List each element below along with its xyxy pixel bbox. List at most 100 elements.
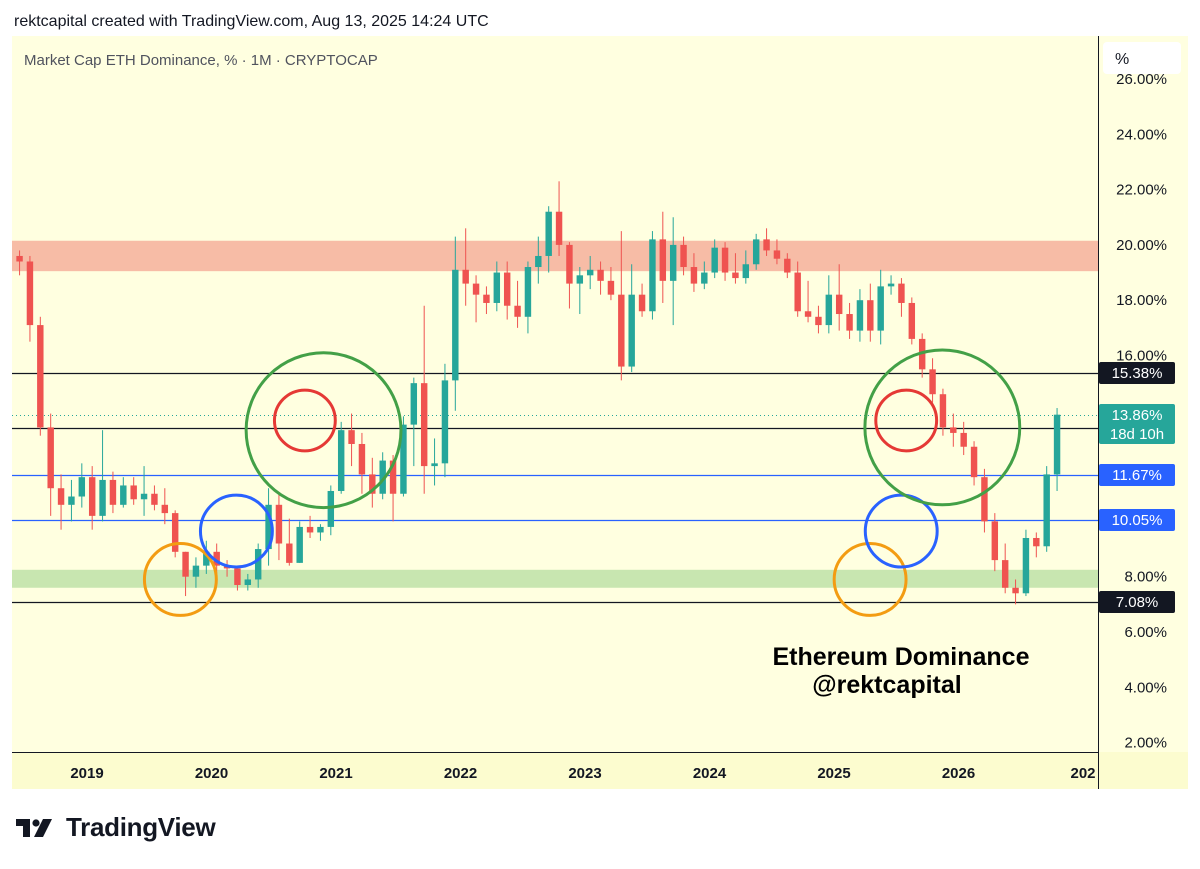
candle-down[interactable]: [784, 253, 791, 279]
candle-up[interactable]: [545, 206, 552, 273]
candle-down[interactable]: [607, 267, 615, 301]
candle-up[interactable]: [711, 239, 718, 279]
candle-down[interactable]: [462, 228, 469, 306]
candle-up[interactable]: [1022, 529, 1030, 597]
candle-up[interactable]: [296, 521, 303, 563]
candle-down[interactable]: [420, 305, 428, 494]
candle-down[interactable]: [369, 457, 376, 508]
candle-down[interactable]: [981, 468, 988, 533]
candle-down[interactable]: [773, 239, 781, 265]
candle-down[interactable]: [835, 264, 843, 331]
candle-up[interactable]: [78, 463, 86, 508]
candle-down[interactable]: [815, 305, 822, 334]
candle-down[interactable]: [991, 513, 999, 572]
candle-down[interactable]: [503, 261, 511, 320]
candle-up[interactable]: [628, 264, 635, 373]
candle-down[interactable]: [26, 255, 34, 342]
candle-up[interactable]: [68, 479, 75, 522]
candle-up[interactable]: [701, 261, 708, 290]
candle-down[interactable]: [109, 471, 117, 514]
candle-down[interactable]: [1033, 532, 1040, 558]
candle-down[interactable]: [130, 477, 137, 505]
candle-up[interactable]: [99, 430, 106, 522]
candle-up[interactable]: [410, 377, 418, 467]
candle-down[interactable]: [597, 261, 604, 295]
candle-up[interactable]: [203, 540, 210, 574]
unit-box[interactable]: [1103, 42, 1181, 74]
candle-down[interactable]: [472, 275, 480, 323]
candle-down[interactable]: [47, 413, 54, 516]
candle-down[interactable]: [348, 413, 355, 467]
candle-down[interactable]: [514, 280, 521, 328]
candle-up[interactable]: [493, 261, 501, 312]
candle-up[interactable]: [856, 289, 864, 342]
candle-down[interactable]: [88, 466, 96, 530]
candle-down[interactable]: [286, 518, 293, 566]
candle-down[interactable]: [213, 543, 220, 574]
candle-up[interactable]: [1043, 466, 1050, 552]
price-chart[interactable]: 2.00% 4.00% 6.00% 8.00% 16.00% 18.00% 20.00% 22…: [0, 0, 1200, 800]
candle-up[interactable]: [327, 485, 335, 536]
candle-down[interactable]: [721, 242, 729, 281]
candle-down[interactable]: [275, 493, 283, 561]
candle-up[interactable]: [452, 236, 459, 411]
candle-down[interactable]: [161, 488, 169, 525]
candle-down[interactable]: [57, 474, 65, 530]
candle-down[interactable]: [846, 302, 853, 339]
candle-down[interactable]: [618, 231, 625, 381]
candle-down[interactable]: [1001, 543, 1009, 594]
candle-up[interactable]: [379, 452, 386, 500]
candle-down[interactable]: [638, 283, 646, 317]
candle-up[interactable]: [254, 543, 262, 588]
candle-down[interactable]: [680, 236, 687, 276]
candle-up[interactable]: [586, 255, 594, 290]
candle-up[interactable]: [742, 250, 750, 284]
candle-down[interactable]: [358, 432, 366, 494]
candle-down[interactable]: [182, 551, 189, 597]
candle-up[interactable]: [120, 477, 127, 508]
candle-down[interactable]: [898, 278, 905, 317]
candle-down[interactable]: [171, 510, 179, 558]
candle-down[interactable]: [659, 211, 667, 303]
candle-up[interactable]: [825, 275, 833, 334]
candle-up[interactable]: [441, 363, 449, 478]
candle-up[interactable]: [265, 488, 272, 566]
candle-down[interactable]: [950, 413, 957, 447]
candle-down[interactable]: [483, 286, 490, 315]
candle-down[interactable]: [555, 181, 563, 256]
candle-up[interactable]: [337, 421, 345, 494]
candle-up[interactable]: [400, 416, 407, 497]
candle-up[interactable]: [887, 275, 895, 295]
candle-down[interactable]: [566, 242, 573, 309]
candle-up[interactable]: [752, 233, 760, 270]
candle-down[interactable]: [234, 565, 241, 591]
candle-down[interactable]: [960, 421, 967, 456]
candle-down[interactable]: [37, 316, 44, 436]
candle-up[interactable]: [877, 269, 884, 345]
candle-up[interactable]: [192, 557, 200, 588]
candle-down[interactable]: [1012, 579, 1019, 605]
candle-down[interactable]: [804, 280, 812, 323]
candle-down[interactable]: [908, 297, 916, 345]
candle-up[interactable]: [431, 438, 438, 486]
candle-down[interactable]: [970, 441, 978, 486]
candle-down[interactable]: [763, 228, 770, 256]
candle-up[interactable]: [669, 217, 677, 326]
candle-up[interactable]: [535, 236, 542, 284]
candle-down[interactable]: [690, 253, 698, 292]
candle-up[interactable]: [1053, 408, 1061, 491]
candle-down[interactable]: [732, 253, 739, 284]
candle-up[interactable]: [140, 466, 148, 516]
candle-up[interactable]: [524, 261, 532, 334]
candle-down[interactable]: [918, 333, 926, 378]
candle-down[interactable]: [306, 515, 314, 538]
candle-up[interactable]: [317, 524, 324, 541]
candle-down[interactable]: [929, 358, 936, 403]
candle-down[interactable]: [151, 485, 158, 511]
candle-up[interactable]: [576, 267, 584, 315]
candle-up[interactable]: [244, 573, 252, 591]
candle-down[interactable]: [939, 388, 947, 436]
candle-down[interactable]: [794, 261, 801, 317]
candle-down[interactable]: [16, 250, 23, 276]
candle-up[interactable]: [649, 231, 656, 320]
